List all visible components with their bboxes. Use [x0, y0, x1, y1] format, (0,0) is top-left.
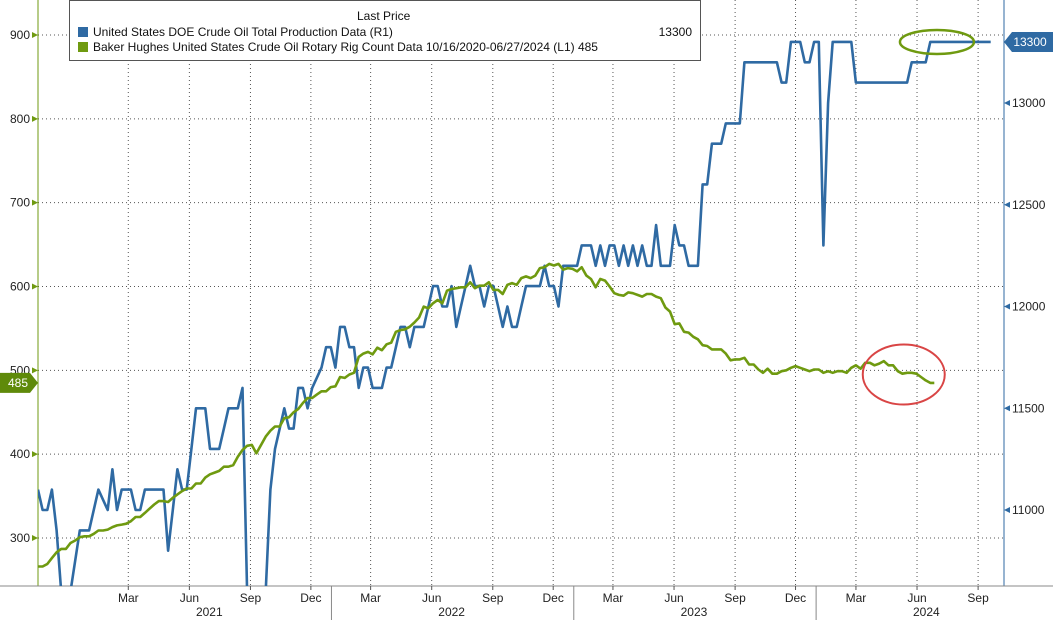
- left-tick-label: 700: [10, 196, 30, 210]
- series-layer: [38, 40, 991, 586]
- x-tick-label: Dec: [543, 591, 564, 605]
- last-price-tag-left: [0, 372, 38, 393]
- legend-label-rig-count: Baker Hughes United States Crude Oil Rot…: [93, 40, 598, 54]
- year-label: 2021: [196, 605, 223, 619]
- left-tick-label: 600: [10, 280, 30, 294]
- series-line-rig-count: [38, 262, 935, 568]
- x-tick-label: Sep: [240, 591, 262, 605]
- left-tick-mark: [32, 199, 38, 206]
- right-axis: 11000 11500 12000 12500 13000: [1003, 0, 1046, 586]
- legend-item-rig-count[interactable]: Baker Hughes United States Crude Oil Rot…: [78, 40, 692, 54]
- left-tick-label: 300: [10, 531, 30, 545]
- right-tick-label: 12000: [1012, 300, 1046, 314]
- year-label: 2022: [438, 605, 465, 619]
- year-label: 2023: [681, 605, 708, 619]
- last-price-tag-right: [1004, 31, 1053, 52]
- grid-layer: [38, 0, 1004, 586]
- x-axis: Mar Jun Sep Dec Mar Jun Sep Dec Mar Jun Sep Dec Mar J…: [0, 585, 1053, 620]
- last-price-tag-left-label: 485: [8, 376, 28, 390]
- legend: Last Price United States DOE Crude Oil T…: [69, 0, 701, 61]
- left-tick-mark: [32, 535, 38, 541]
- x-tick-label: Mar: [846, 591, 867, 605]
- right-tick-label: 11500: [1012, 401, 1045, 415]
- left-tick-mark: [32, 283, 38, 290]
- right-tick-mark: [1004, 405, 1010, 412]
- legend-label-production: United States DOE Crude Oil Total Produc…: [93, 25, 393, 39]
- right-tick-mark: [1004, 303, 1010, 310]
- annotation-ellipse-rig-count: [861, 343, 946, 406]
- right-tick-mark: [1004, 100, 1010, 106]
- left-tick-mark: [32, 367, 38, 374]
- right-tick-mark: [1004, 507, 1010, 513]
- x-tick-label: Jun: [664, 591, 683, 605]
- legend-item-production[interactable]: United States DOE Crude Oil Total Produc…: [78, 25, 692, 39]
- x-tick-label: Mar: [118, 591, 139, 605]
- left-tick-label: 400: [10, 447, 30, 461]
- series-line-production: [38, 40, 991, 586]
- right-tick-label: 11000: [1012, 503, 1045, 517]
- right-tick-label: 13000: [1012, 96, 1046, 110]
- left-tick-label: 800: [10, 112, 30, 126]
- legend-swatch-rig-count: [78, 42, 88, 52]
- left-tick-label: 900: [10, 28, 30, 42]
- legend-header: Last Price: [357, 9, 411, 23]
- legend-swatch-production: [78, 27, 88, 37]
- x-tick-label: Mar: [603, 591, 624, 605]
- x-tick-label: Mar: [360, 591, 381, 605]
- x-tick-label: Sep: [482, 591, 504, 605]
- annotation-layer: [861, 28, 976, 406]
- left-tick-mark: [32, 451, 38, 458]
- x-tick-label: Jun: [180, 591, 199, 605]
- left-tick-mark: [32, 32, 38, 38]
- x-tick-label: Sep: [724, 591, 746, 605]
- x-tick-label: Jun: [422, 591, 441, 605]
- last-price-tags: 485 13300: [0, 31, 1053, 393]
- x-tick-label: Dec: [300, 591, 321, 605]
- annotation-ellipse-production: [898, 28, 976, 56]
- left-tick-mark: [32, 115, 38, 122]
- x-tick-label: Jun: [907, 591, 926, 605]
- right-tick-mark: [1004, 201, 1010, 208]
- x-tick-label: Sep: [967, 591, 989, 605]
- legend-value-production: 13300: [658, 25, 692, 39]
- x-tick-label: Dec: [785, 591, 806, 605]
- right-tick-label: 12500: [1012, 198, 1046, 212]
- last-price-tag-right-label: 13300: [1013, 35, 1047, 49]
- year-label: 2024: [913, 605, 940, 619]
